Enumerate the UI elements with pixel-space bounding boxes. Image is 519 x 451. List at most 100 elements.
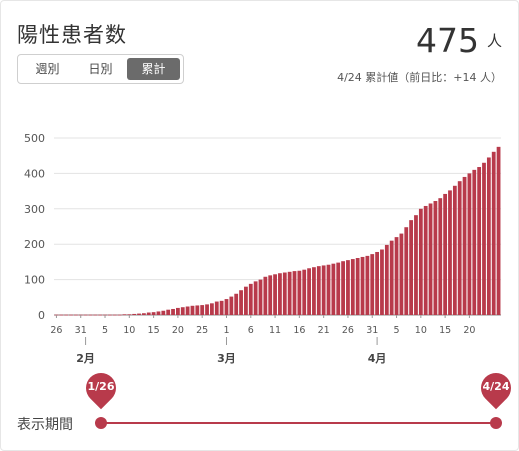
x-tick-label: 10 [415,325,427,336]
range-end-label: 4/24 [482,380,510,393]
x-tick-label: 16 [293,325,305,336]
bar [219,300,224,315]
x-tick-label: 5 [394,325,400,336]
bar [146,312,151,315]
bar [316,266,321,315]
total-unit: 人 [486,32,502,50]
tab-weekly[interactable]: 週別 [35,62,60,76]
bar [190,305,195,315]
bar [287,271,292,315]
bar [239,290,243,315]
bar [107,314,112,316]
x-tick-label: 26 [342,325,354,336]
bar [491,151,496,315]
bar [365,255,370,315]
bar [229,296,234,315]
y-tick-label: 200 [24,238,45,251]
chart-title: 陽性患者数 [17,23,127,47]
bar [161,310,166,315]
bar [263,276,268,315]
bar [117,314,122,316]
bar [180,307,185,315]
bar [278,273,282,315]
bar [244,286,248,315]
bar [112,314,117,316]
bar [418,208,423,315]
total-value: 475 [415,21,479,60]
bar [73,314,78,316]
tab-daily[interactable]: 日別 [88,62,113,76]
bar [326,264,331,315]
bar [336,262,341,315]
x-tick-label: 25 [196,325,208,336]
range-end-handle[interactable] [490,417,502,429]
bar [93,314,98,316]
bar [457,181,462,315]
bar [195,305,200,315]
bar [185,306,190,315]
bar [404,227,409,315]
bar [258,279,263,315]
range-slider-track [101,422,496,424]
bar [423,205,428,315]
y-tick-label: 100 [24,274,45,287]
bar [137,313,141,315]
y-tick-label: 400 [24,167,45,180]
bar [346,260,350,315]
tab-cumulative[interactable]: 累計 [127,58,180,80]
x-tick-label: 5 [102,325,108,336]
bar [477,167,482,315]
bar [350,259,355,315]
x-tick-label: 15 [148,325,160,336]
bar [341,261,345,315]
bar [452,185,457,315]
bar [409,220,414,315]
bar [331,263,336,315]
x-tick-label: 20 [463,325,475,336]
bar [496,146,501,315]
bar [122,314,127,316]
bar [156,311,161,315]
bar [273,274,277,315]
bar [472,169,477,315]
bar [166,309,171,315]
x-tick-label: 31 [75,325,87,336]
x-tick-label: 10 [123,325,135,336]
bar [292,271,297,315]
x-tick-label: 1 [223,325,229,336]
bar [414,215,418,315]
bar [200,305,205,315]
bar [380,249,384,315]
bar [171,308,175,315]
bar [69,314,73,316]
bar [307,268,311,315]
bar [438,198,443,315]
x-tick-label: 6 [248,325,254,336]
bar [433,201,438,315]
x-tick-label: 26 [50,325,62,336]
bar [132,313,137,315]
x-tick-label: 20 [172,325,184,336]
bar [83,314,88,316]
bar [375,251,379,315]
bar [448,190,452,315]
bar [210,303,214,315]
x-tick-label: 15 [439,325,451,336]
bar [176,307,180,315]
bar [98,314,103,316]
range-start-handle[interactable] [95,417,107,429]
bar [312,267,316,315]
bar [127,314,132,316]
x-tick-label: 31 [366,325,378,336]
bar [462,176,467,315]
bar [482,162,486,315]
bar [486,157,491,315]
bar [467,173,472,315]
bar [399,233,404,315]
total-note: 4/24 累計値（前日比：+14 人） [337,71,502,84]
bar [321,265,326,315]
bar [360,256,365,315]
bar [443,193,448,315]
month-label: 2月 [76,352,95,365]
